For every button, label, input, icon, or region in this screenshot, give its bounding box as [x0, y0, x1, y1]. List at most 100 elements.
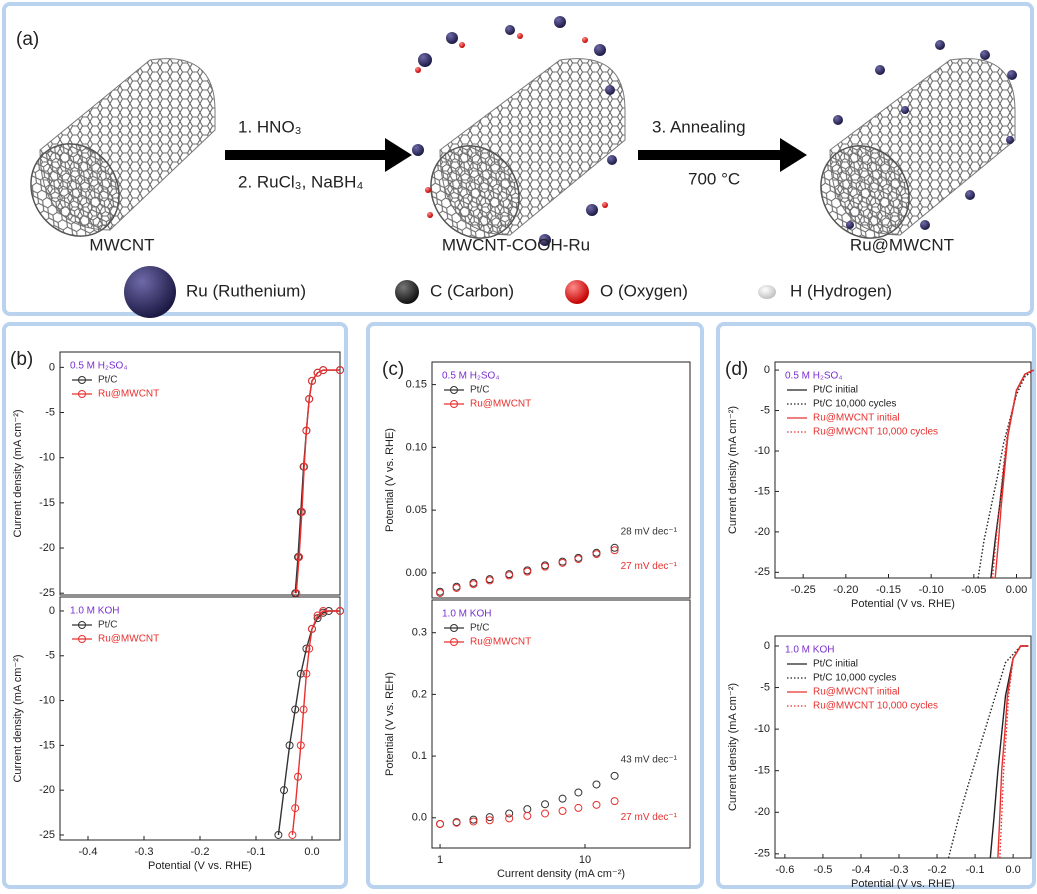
y-tick-label: -25: [754, 848, 770, 860]
legend-label: Pt/C 10,000 cycles: [813, 399, 896, 410]
panel-label: (d): [725, 359, 748, 380]
series-line: [978, 370, 1034, 578]
legend-label: Ru@MWCNT 10,000 cycles: [813, 701, 938, 712]
y-tick-label: 0.1: [412, 750, 427, 762]
y-tick-label: -25: [754, 566, 770, 578]
x-tick-label: -0.2: [191, 846, 210, 858]
step-text: 3. Annealing: [652, 117, 746, 136]
y-axis-label: Potential (V vs. RHE): [384, 428, 396, 532]
x-tick-label: -0.4: [79, 846, 98, 858]
x-tick-label: -0.25: [791, 584, 816, 596]
y-tick-label: -5: [45, 650, 55, 662]
legend-text: H (Hydrogen): [790, 281, 892, 300]
legend-atom: [124, 266, 176, 318]
panel-label: (b): [10, 349, 33, 370]
data-point: [559, 807, 566, 814]
legend-label: Pt/C initial: [813, 385, 858, 396]
x-tick-label: -0.1: [966, 864, 985, 876]
y-tick-label: 0: [49, 361, 55, 373]
y-tick-label: 0.15: [406, 379, 427, 391]
series-line: [993, 370, 1034, 578]
legend-label: Pt/C: [470, 623, 489, 634]
arrow: [225, 138, 412, 172]
series-line: [1000, 646, 1029, 858]
arrow: [638, 138, 807, 172]
y-tick-label: 0: [764, 364, 770, 376]
x-axis-label: Potential (V vs. RHE): [148, 860, 252, 872]
x-tick-label: 0.0: [1005, 864, 1020, 876]
condition-label: 0.5 M H₂SO₄: [70, 361, 127, 372]
legend-label: Ru@MWCNT initial: [813, 413, 900, 424]
legend-text: C (Carbon): [430, 281, 514, 300]
y-tick-label: -20: [39, 542, 55, 554]
y-axis-label: Current density (mA cm⁻²): [727, 683, 739, 811]
data-point: [524, 806, 531, 813]
data-point: [437, 820, 444, 827]
data-point: [506, 815, 513, 822]
x-tick-label: -0.2: [928, 864, 947, 876]
y-tick-label: -5: [760, 404, 770, 416]
y-tick-label: 0.00: [406, 567, 427, 579]
series-line: [998, 646, 1028, 858]
data-point: [575, 804, 582, 811]
slope-annotation: 27 mV dec⁻¹: [621, 812, 678, 823]
series-line: [995, 370, 1033, 578]
series-line: [296, 370, 340, 593]
x-axis-label: Potential (V vs. RHE): [851, 878, 955, 889]
y-tick-label: -10: [39, 694, 55, 706]
figure: (a) 1. HNO₃ 2. RuCl₃, NaBH₄ 3. Annealing…: [0, 0, 1037, 889]
legend-label: Ru@MWCNT 10,000 cycles: [813, 427, 938, 438]
panel-a: (a) 1. HNO₃ 2. RuCl₃, NaBH₄ 3. Annealing…: [13, 16, 1017, 318]
x-tick-label: -0.3: [890, 864, 909, 876]
y-tick-label: -25: [39, 587, 55, 599]
legend-atom: [758, 285, 776, 299]
legend-label: Pt/C 10,000 cycles: [813, 673, 896, 684]
condition-label: 0.5 M H₂SO₄: [785, 371, 842, 382]
slope-annotation: 28 mV dec⁻¹: [621, 526, 678, 537]
x-tick-label: -0.20: [833, 584, 858, 596]
x-tick-label: -0.1: [247, 846, 266, 858]
y-axis-label: Current density (mA cm⁻²): [12, 654, 24, 782]
x-tick-label: -0.6: [775, 864, 794, 876]
nanotube: [13, 59, 215, 254]
series-line: [949, 646, 1029, 858]
y-tick-label: -20: [754, 526, 770, 538]
legend-label: Pt/C initial: [813, 659, 858, 670]
y-tick-label: -25: [39, 829, 55, 841]
y-tick-label: -10: [754, 445, 770, 457]
y-axis-label: Current density (mA cm⁻²): [727, 406, 739, 534]
x-tick-label: -0.3: [135, 846, 154, 858]
y-tick-label: -10: [39, 452, 55, 464]
legend-atom: [565, 280, 589, 304]
step-text: 700 °C: [688, 169, 740, 188]
x-tick-label: 0.00: [1006, 584, 1027, 596]
step-text: 2. RuCl₃, NaBH₄: [238, 172, 363, 191]
x-axis-label: Current density (mA cm⁻²): [497, 868, 625, 880]
x-tick-label: 1: [437, 854, 443, 866]
y-tick-label: 0: [764, 640, 770, 652]
condition-label: 1.0 M KOH: [442, 609, 491, 620]
legend-label: Ru@MWCNT: [470, 637, 531, 648]
step-text: 1. HNO₃: [238, 117, 302, 136]
legend-label: Ru@MWCNT: [98, 389, 159, 400]
data-point: [524, 812, 531, 819]
y-axis-label: Potential (V vs. REH): [384, 672, 396, 776]
y-tick-label: -15: [39, 497, 55, 509]
slope-annotation: 27 mV dec⁻¹: [621, 561, 678, 572]
panel-label: (a): [16, 29, 39, 50]
y-tick-label: 0.10: [406, 441, 427, 453]
data-point: [542, 810, 549, 817]
legend-label: Pt/C: [98, 620, 117, 631]
y-tick-label: -20: [754, 806, 770, 818]
x-tick-label: -0.4: [851, 864, 870, 876]
data-point: [611, 772, 618, 779]
series-line: [990, 646, 1028, 858]
condition-label: 1.0 M KOH: [785, 645, 834, 656]
y-tick-label: -15: [754, 765, 770, 777]
legend-label: Ru@MWCNT initial: [813, 687, 900, 698]
panel-label: (c): [382, 359, 404, 380]
y-tick-label: -15: [754, 485, 770, 497]
condition-label: 1.0 M KOH: [70, 606, 119, 617]
data-point: [542, 801, 549, 808]
x-axis-label: Potential (V vs. RHE): [851, 598, 955, 610]
